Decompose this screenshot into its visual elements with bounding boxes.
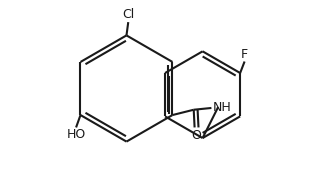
Text: O: O (192, 129, 202, 142)
Text: HO: HO (66, 128, 86, 141)
Text: Cl: Cl (122, 8, 134, 21)
Text: NH: NH (212, 101, 231, 114)
Text: F: F (241, 48, 248, 61)
